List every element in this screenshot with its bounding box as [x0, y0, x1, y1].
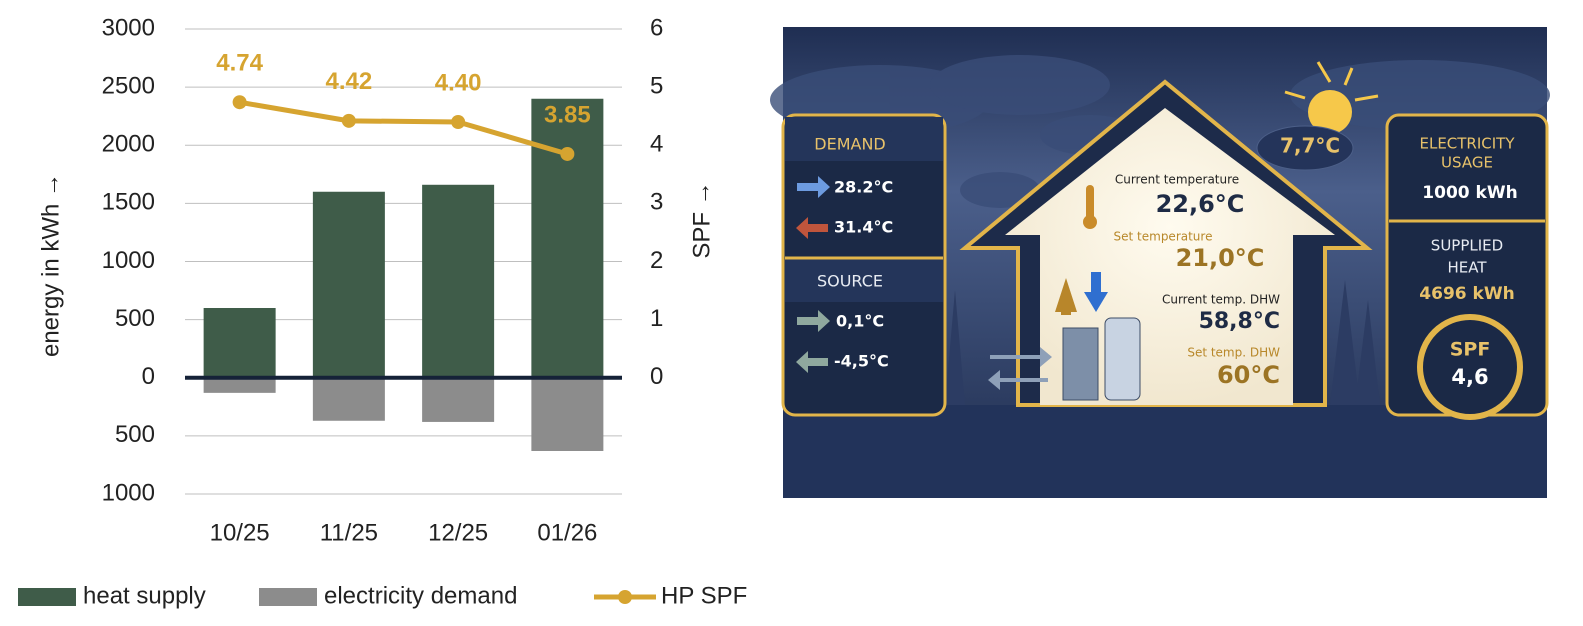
bar: [203, 308, 276, 378]
y-tick-label: 3000: [102, 14, 155, 41]
y2-tick-label: 1: [650, 305, 663, 332]
data-label: 4.40: [435, 69, 482, 96]
electricity-title: USAGE: [1441, 154, 1493, 172]
y2-tick-label: 0: [650, 363, 663, 390]
spf-value: 4,6: [1451, 365, 1488, 389]
legend-swatch: [618, 590, 632, 604]
legend-swatch: [18, 588, 76, 606]
x-tick-label: 01/26: [537, 519, 597, 546]
source-title: SOURCE: [817, 272, 883, 291]
arrow: [797, 176, 830, 198]
set-dhw: 60°C: [1217, 361, 1280, 389]
x-tick-label: 12/25: [428, 519, 488, 546]
current-temperature: 22,6°C: [1156, 190, 1245, 218]
heat-title: HEAT: [1447, 259, 1487, 277]
y-tick-label: 500: [115, 421, 155, 448]
trees: [945, 280, 1380, 405]
heat-value: 4696 kWh: [1419, 284, 1514, 304]
y-tick-label: 1000: [102, 247, 155, 274]
point: [341, 113, 356, 128]
y-tick-label: 2000: [102, 131, 155, 158]
bar: [312, 191, 385, 378]
bar: [312, 377, 385, 421]
sun: [1308, 90, 1352, 134]
arrow: [796, 351, 828, 373]
set-temperature-label: Set temperature: [1114, 230, 1213, 244]
set-temperature: 21,0°C: [1176, 244, 1265, 272]
set-dhw-label: Set temp. DHW: [1187, 346, 1280, 360]
y-axis-label: energy in kWh →: [37, 173, 64, 357]
source-out: -4,5°C: [834, 352, 889, 371]
heat-pump: [988, 272, 1141, 401]
legend-label: heat supply: [83, 582, 206, 609]
arrow: [796, 217, 828, 239]
data-label: 4.42: [326, 68, 373, 95]
sun-rays: [1284, 61, 1379, 102]
legend-swatch: [259, 588, 317, 606]
ground: [783, 405, 1547, 498]
bar: [531, 377, 604, 451]
demand-supply: 28.2°C: [834, 178, 893, 197]
legend-label: electricity demand: [324, 582, 517, 609]
y2-tick-label: 5: [650, 72, 663, 99]
y-tick-label: 1000: [102, 479, 155, 506]
y-tick-label: 1500: [102, 189, 155, 216]
line: [239, 99, 569, 157]
y2-tick-label: 4: [650, 131, 663, 158]
current-dhw: 58,8°C: [1199, 309, 1280, 334]
x-tick-label: 10/25: [210, 519, 270, 546]
y2-axis-label: SPF →: [688, 181, 715, 258]
chart: energy in kWh → SPF → 100050005001000150…: [18, 14, 747, 609]
y-tick-label: 500: [115, 305, 155, 332]
spf-ring: [1417, 314, 1523, 420]
bar: [422, 184, 495, 378]
source-in: 0,1°C: [836, 312, 884, 331]
current-dhw-label: Current temp. DHW: [1162, 293, 1280, 307]
heat-title: SUPPLIED: [1431, 237, 1503, 255]
bar: [531, 98, 604, 378]
x-tick-label: 11/25: [320, 519, 378, 546]
bar: [422, 377, 495, 422]
source-header: [785, 258, 943, 302]
demand-title: DEMAND: [814, 135, 885, 154]
outdoor-temperature: 7,7°C: [1280, 134, 1340, 158]
bar: [203, 377, 276, 393]
electricity-value: 1000 kWh: [1422, 183, 1517, 203]
thermometer: [1083, 185, 1097, 229]
arrow: [797, 310, 830, 332]
current-temperature-label: Current temperature: [1115, 173, 1239, 187]
data-label: 4.74: [216, 50, 263, 77]
point: [560, 146, 575, 161]
y2-tick-label: 2: [650, 247, 663, 274]
y2-tick-label: 3: [650, 189, 663, 216]
demand-return: 31.4°C: [834, 218, 893, 237]
y-tick-label: 0: [142, 363, 155, 390]
demand-header: [785, 117, 943, 161]
legend-label: HP SPF: [661, 582, 747, 609]
point: [451, 115, 466, 129]
electricity-title: ELECTRICITY: [1419, 135, 1515, 153]
spf-title: SPF: [1450, 339, 1491, 361]
y-tick-label: 2500: [102, 72, 155, 99]
point: [232, 95, 247, 110]
dashboard: 7,7°C Current temperature 22,6°C Set tem…: [770, 27, 1550, 498]
cloud: [1256, 125, 1354, 171]
y2-tick-label: 6: [650, 14, 663, 41]
data-label: 3.85: [544, 101, 591, 128]
